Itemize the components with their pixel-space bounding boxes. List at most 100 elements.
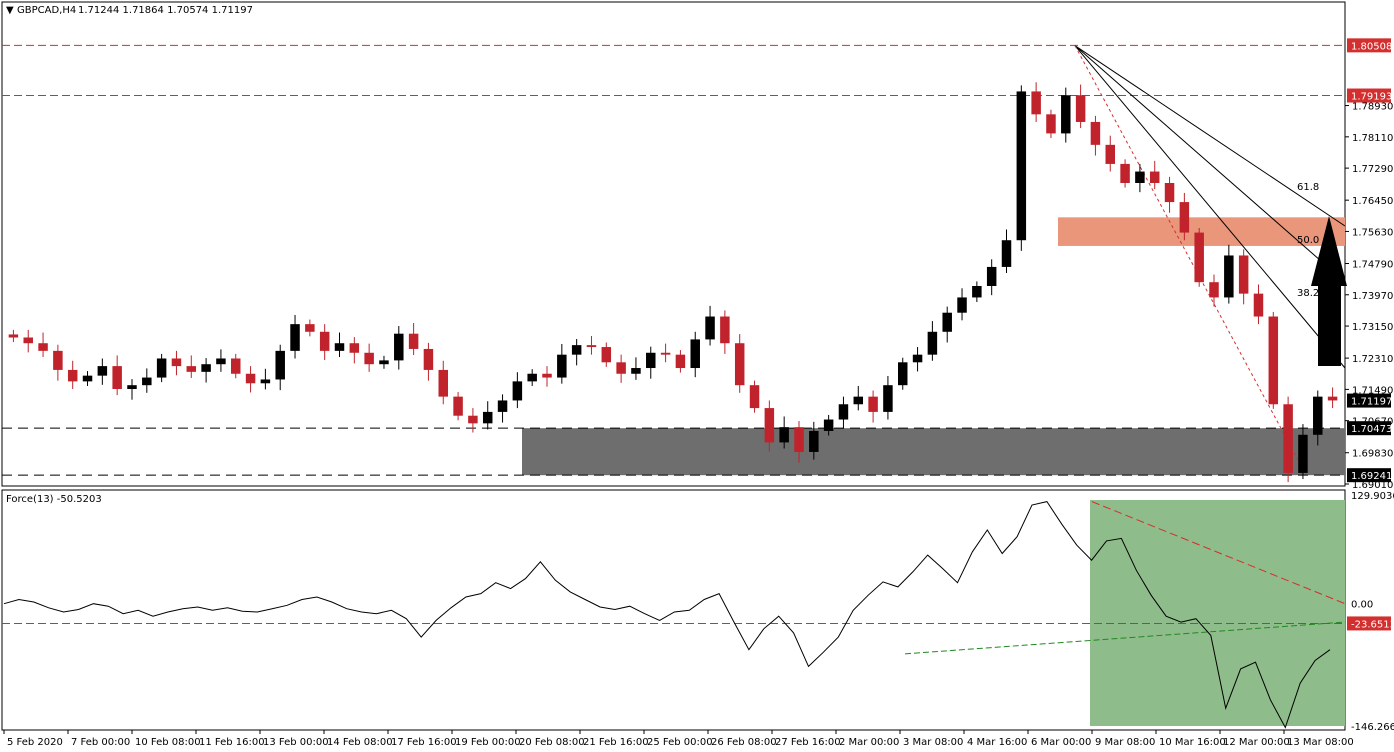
candle-body bbox=[1327, 396, 1338, 401]
time-tick-label: 5 Feb 2020 bbox=[7, 737, 63, 748]
price-tick-label: 1.73970 bbox=[1352, 291, 1393, 302]
candle bbox=[379, 355, 389, 369]
candle bbox=[616, 354, 626, 383]
price-tick-label: 1.78110 bbox=[1352, 133, 1393, 144]
candle-body bbox=[497, 400, 508, 412]
candle bbox=[423, 342, 434, 381]
candle-body bbox=[883, 385, 893, 412]
force-axis-label: -146.266 bbox=[1351, 722, 1394, 733]
symbol-dropdown-icon[interactable]: ▼ bbox=[6, 5, 14, 16]
price-tag-text-support_bottom: 1.69241 bbox=[1351, 471, 1392, 482]
candle-body bbox=[1120, 163, 1130, 183]
candle bbox=[898, 357, 908, 390]
time-tick-label: 27 Feb 16:00 bbox=[775, 737, 841, 748]
candle bbox=[675, 350, 686, 373]
candle-body bbox=[156, 358, 167, 378]
candle-body bbox=[1031, 91, 1041, 115]
time-tick-label: 19 Feb 00:00 bbox=[455, 737, 521, 748]
candle bbox=[38, 332, 48, 357]
candle bbox=[912, 347, 923, 372]
price-tag-text-current: 1.71197 bbox=[1351, 397, 1392, 408]
candle bbox=[1046, 109, 1056, 138]
fib-label-382: 38.2 bbox=[1297, 288, 1319, 299]
candle-body bbox=[1090, 121, 1101, 145]
candle-body bbox=[334, 343, 345, 351]
candle bbox=[1209, 274, 1219, 307]
candle-body bbox=[453, 396, 463, 416]
force-red-trendline bbox=[1091, 501, 1346, 605]
time-tick-label: 10 Mar 16:00 bbox=[1159, 737, 1226, 748]
candle bbox=[986, 259, 997, 296]
price-tick-label: 1.69830 bbox=[1352, 449, 1393, 460]
candle-body bbox=[245, 373, 256, 384]
time-tick-label: 10 Feb 08:00 bbox=[135, 737, 201, 748]
candle bbox=[482, 401, 493, 430]
candle bbox=[1164, 176, 1175, 213]
candle-body bbox=[631, 368, 641, 374]
candle bbox=[927, 321, 938, 361]
candle bbox=[1283, 396, 1293, 483]
candle bbox=[720, 310, 730, 354]
candle bbox=[853, 385, 864, 411]
candle bbox=[438, 360, 448, 405]
candle-body bbox=[394, 333, 404, 361]
candle-body bbox=[764, 408, 775, 443]
candle bbox=[571, 339, 582, 366]
time-tick-label: 12 Mar 00:00 bbox=[1223, 737, 1290, 748]
candle bbox=[779, 416, 789, 449]
price-tick-label: 1.75630 bbox=[1352, 227, 1393, 238]
candle bbox=[868, 390, 878, 423]
candle bbox=[794, 421, 804, 463]
candle bbox=[156, 353, 167, 383]
time-tick-label: 20 Feb 08:00 bbox=[519, 737, 585, 748]
candle-body bbox=[1238, 255, 1249, 294]
candle-body bbox=[527, 373, 537, 382]
candle bbox=[660, 343, 671, 363]
time-tick-label: 6 Mar 00:00 bbox=[1031, 737, 1091, 748]
force-indicator-label: Force(13) -50.5203 bbox=[6, 494, 102, 505]
candle bbox=[631, 357, 641, 380]
candle bbox=[67, 360, 78, 390]
candle-body bbox=[319, 331, 330, 351]
time-tick-label: 26 Feb 08:00 bbox=[711, 737, 777, 748]
candle bbox=[1224, 244, 1234, 304]
candle bbox=[8, 329, 19, 343]
candle bbox=[497, 394, 508, 423]
time-tick-label: 13 Mar 08:00 bbox=[1287, 737, 1354, 748]
candle bbox=[749, 380, 760, 413]
candle-body bbox=[571, 345, 582, 355]
candle bbox=[245, 366, 256, 393]
candle bbox=[1268, 311, 1279, 409]
candle bbox=[23, 329, 33, 353]
price-tick-label: 1.73150 bbox=[1352, 322, 1393, 333]
candle-body bbox=[972, 286, 982, 298]
candle bbox=[705, 305, 715, 346]
price-tag-level_upper bbox=[1347, 88, 1391, 103]
candle-body bbox=[171, 358, 182, 367]
candle-body bbox=[779, 427, 789, 443]
candle-body bbox=[1135, 171, 1145, 183]
candle-body bbox=[646, 352, 656, 369]
time-tick-label: 14 Feb 08:00 bbox=[327, 737, 393, 748]
candle bbox=[112, 355, 122, 396]
candle-body bbox=[23, 337, 33, 344]
candle bbox=[1031, 82, 1041, 122]
candle bbox=[809, 421, 819, 460]
candle bbox=[586, 335, 597, 355]
time-tick-label: 3 Mar 08:00 bbox=[903, 737, 963, 748]
candle bbox=[1298, 424, 1308, 480]
candle bbox=[186, 355, 197, 378]
candle-body bbox=[349, 343, 360, 353]
candle-body bbox=[112, 366, 122, 390]
candle bbox=[97, 358, 108, 385]
candle bbox=[171, 350, 182, 376]
candle bbox=[142, 368, 152, 393]
price-tag-text-level_upper: 1.79193 bbox=[1351, 92, 1392, 103]
support-zone bbox=[522, 428, 1345, 476]
candle bbox=[1016, 85, 1027, 251]
candle bbox=[82, 371, 93, 386]
candle-body bbox=[186, 366, 197, 372]
price-tag-text-level_top: 1.80508 bbox=[1351, 41, 1392, 52]
price-tag-text-support_top: 1.70473 bbox=[1351, 424, 1392, 435]
